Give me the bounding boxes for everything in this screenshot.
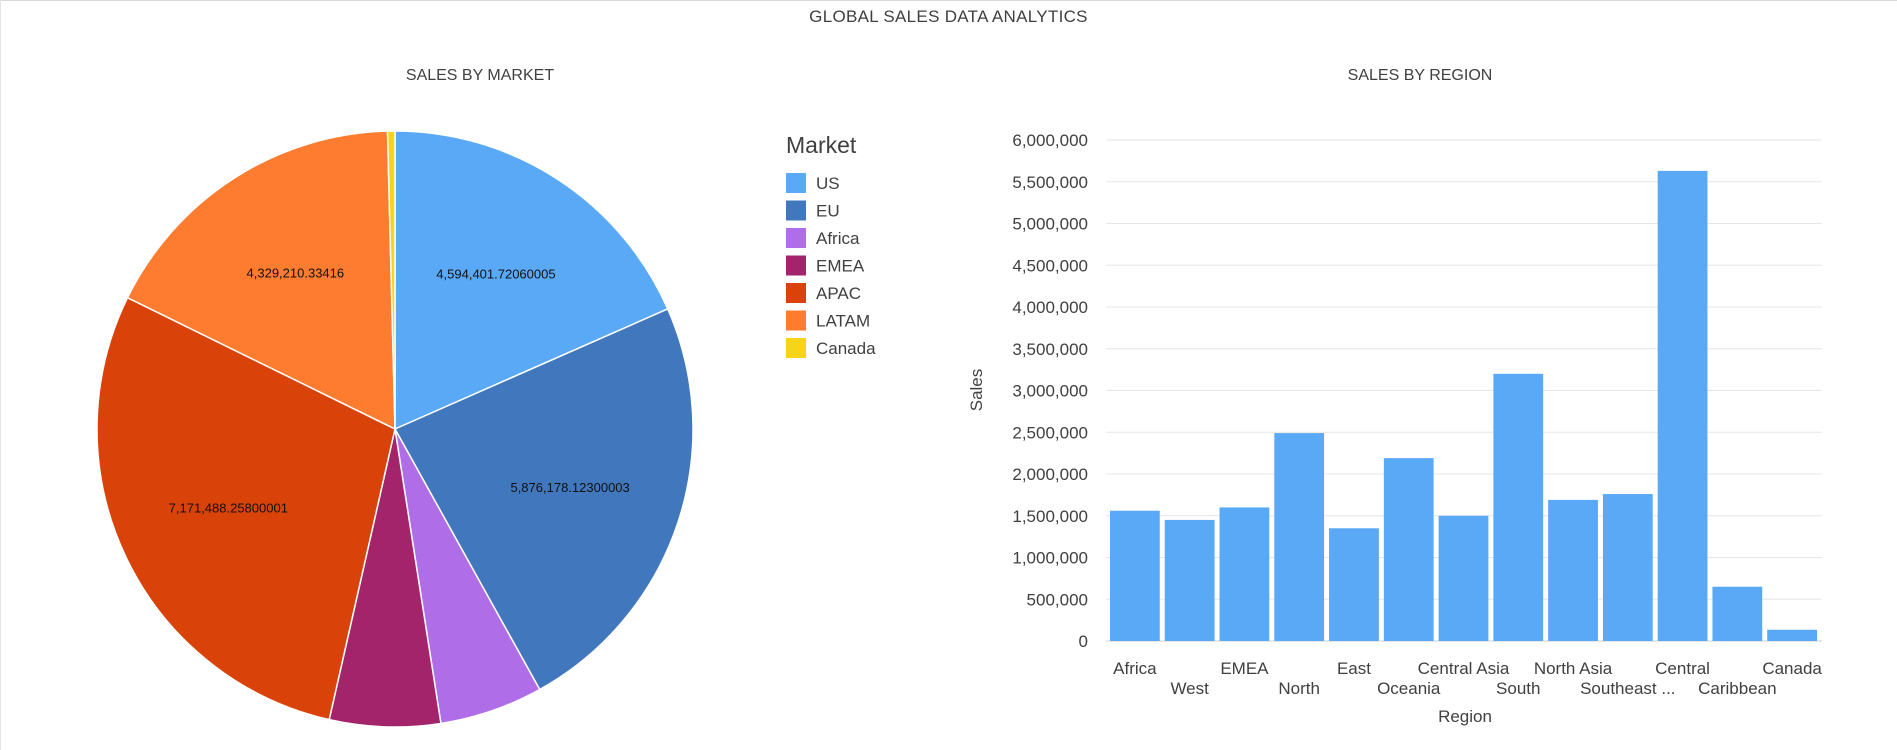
bar-southeast[interactable] [1602,494,1653,641]
legend-title: Market [786,132,857,158]
y-tick-label: 2,500,000 [1012,423,1088,442]
pie-data-label-latam: 4,329,210.33416 [247,265,345,280]
y-tick-label: 4,500,000 [1012,256,1088,275]
x-tick-label: West [1170,679,1209,698]
pie-slice-us[interactable] [394,130,669,431]
legend-item-africa[interactable]: Africa [816,229,860,248]
x-tick-label: Africa [1113,659,1157,678]
legend-swatch-latam [786,310,806,331]
y-tick-label: 3,000,000 [1012,382,1088,401]
y-tick-label: 4,000,000 [1012,298,1088,317]
pie-data-label-eu: 5,876,178.12300003 [510,480,629,495]
x-tick-label: Central Asia [1418,659,1510,678]
bar-y-tick-labels: 0 500,000 1,000,000 1,500,000 2,000,000 2,500… [1012,131,1088,651]
bar-africa[interactable] [1110,510,1160,641]
top-border [0,0,1897,1]
y-tick-label: 6,000,000 [1012,131,1088,150]
y-tick-label: 0 [1079,632,1088,651]
legend-swatch-apac [786,283,806,303]
bar-central-asia[interactable] [1438,515,1489,641]
legend-item-canada[interactable]: Canada [816,339,876,358]
y-tick-label: 500,000 [1027,590,1088,609]
bar-north[interactable] [1274,433,1325,641]
bar-caribbean[interactable] [1712,586,1763,641]
pie-slice-eu[interactable] [393,307,694,691]
legend-item-apac[interactable]: APAC [816,284,861,303]
legend-swatch-emea [786,255,806,276]
left-border [0,0,1,750]
x-tick-label: EMEA [1220,659,1269,678]
legend-item-eu[interactable]: EU [816,202,840,221]
legend-swatch-canada [786,338,806,358]
legend-item-latam[interactable]: LATAM [816,312,870,331]
x-tick-label: Central [1655,659,1710,678]
x-tick-label: North Asia [1534,659,1613,678]
y-tick-label: 5,000,000 [1012,215,1088,234]
bar-central[interactable] [1657,170,1708,641]
bar-oceania[interactable] [1383,458,1434,641]
pie-slice-apac[interactable] [96,296,396,721]
x-tick-label: Southeast ... [1580,679,1675,698]
x-tick-label: East [1337,659,1371,678]
pie-data-label-us: 4,594,401.72060005 [436,266,555,281]
y-tick-label: 1,000,000 [1012,549,1088,568]
pie-slices [96,130,694,728]
x-tick-label: Caribbean [1698,679,1776,698]
pie-chart-title: SALES BY MARKET [406,67,554,84]
bar-x-axis-label: Region [1438,707,1492,726]
bar-south[interactable] [1493,373,1544,641]
bar-gridlines [1106,139,1822,642]
y-tick-label: 5,500,000 [1012,173,1088,192]
bar-emea[interactable] [1219,507,1270,641]
legend-swatch-us [786,173,806,193]
x-tick-label: Canada [1762,659,1822,678]
pie-slice-latam[interactable] [126,130,396,431]
pie-legend: Market US EU Africa EMEA APAC LATAM Canada [786,132,876,358]
pie-data-labels: 4,594,401.72060005 5,876,178.12300003 7,17… [169,265,630,515]
y-tick-label: 3,500,000 [1012,340,1088,359]
legend-swatch-africa [786,228,806,248]
legend-item-us[interactable]: US [816,174,840,193]
bar-east[interactable] [1329,528,1379,641]
bar-canada[interactable] [1767,629,1817,641]
x-tick-label: Oceania [1377,679,1441,698]
pie-data-label-apac: 7,171,488.25800001 [169,501,288,516]
bar-chart-title: SALES BY REGION [1348,67,1493,84]
pie-slice-canada[interactable] [386,130,396,430]
legend-swatch-eu [786,200,806,221]
y-tick-label: 2,000,000 [1012,465,1088,484]
dashboard-title: GLOBAL SALES DATA ANALYTICS [809,7,1088,26]
sales-by-market-chart: SALES BY MARKET 4,594,401.72060005 5,876,… [96,67,876,728]
bar-north-asia[interactable] [1548,499,1598,641]
bar-y-axis-label: Sales [967,369,986,412]
x-tick-label: South [1496,679,1540,698]
x-tick-label: North [1278,679,1320,698]
bar-west[interactable] [1164,519,1215,641]
legend-item-emea[interactable]: EMEA [816,257,865,276]
bar-series [1110,170,1817,641]
y-tick-label: 1,500,000 [1012,507,1088,526]
